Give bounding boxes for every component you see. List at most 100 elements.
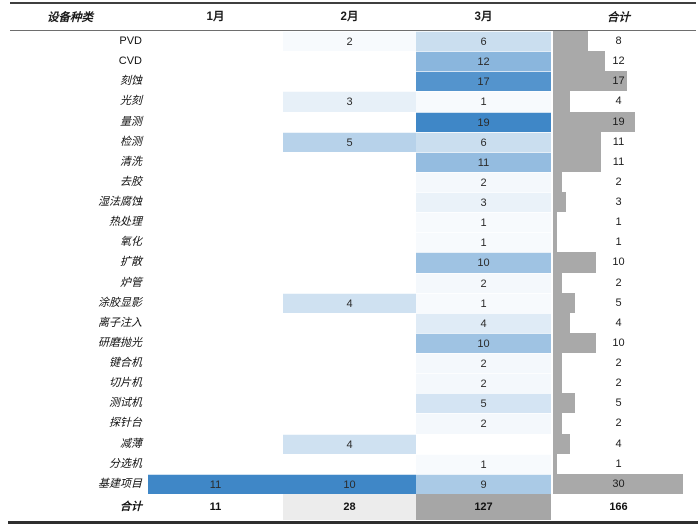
total-bar — [553, 131, 601, 152]
table-row: 涂胶显影 4 1 5 — [0, 292, 700, 313]
cell-total: 30 — [612, 477, 625, 490]
row-label: 清洗 — [120, 154, 142, 168]
cell-feb — [283, 373, 416, 393]
cell-total: 12 — [612, 55, 625, 68]
cell-feb: 4 — [283, 433, 416, 454]
row-label: 去胶 — [120, 174, 142, 188]
row-label: 检测 — [120, 134, 142, 148]
cell-jan — [148, 353, 283, 373]
total-bar — [553, 91, 571, 112]
cell-jan — [148, 232, 283, 252]
cell-jan — [148, 413, 283, 433]
cell-total: 1 — [615, 216, 622, 229]
total-bar — [553, 31, 588, 52]
cell-feb: 5 — [283, 131, 416, 152]
total-bar — [553, 111, 636, 132]
cell-total: 10 — [612, 256, 625, 269]
cell-mar: 11 — [416, 151, 551, 172]
table-row: 清洗 11 11 — [0, 151, 700, 172]
cell-mar: 1 — [416, 232, 551, 253]
header-jan: 1月 — [206, 11, 225, 23]
cell-feb — [283, 51, 416, 71]
table-row: 探针台 2 2 — [0, 413, 700, 434]
cell-jan — [148, 292, 283, 313]
table-row: 分选机 1 1 — [0, 453, 700, 474]
cell-jan — [148, 51, 283, 71]
total-bar — [553, 51, 605, 72]
cell-jan — [148, 171, 283, 192]
row-label: 刻蚀 — [120, 74, 142, 88]
total-bar — [553, 393, 575, 414]
table-row: 测试机 5 5 — [0, 393, 700, 414]
table-row: 扩散 10 10 — [0, 252, 700, 273]
table-row: 炉管 2 2 — [0, 272, 700, 293]
total-bar — [553, 413, 562, 434]
totals-row: 合计 11 28 127 166 — [0, 494, 700, 520]
cell-mar: 10 — [416, 332, 551, 353]
table-header: 设备种类 1月 2月 3月 合计 — [0, 5, 700, 30]
total-bar — [553, 252, 597, 273]
table-row: 湿法腐蚀 3 3 — [0, 192, 700, 213]
row-label: 探针台 — [109, 416, 142, 430]
header-mar: 3月 — [474, 11, 493, 23]
cell-feb — [283, 413, 416, 433]
header-category: 设备种类 — [47, 10, 93, 24]
table-row: 热处理 1 1 — [0, 212, 700, 233]
table-row: 减薄 4 4 — [0, 433, 700, 454]
total-bar — [553, 453, 558, 474]
cell-feb — [283, 192, 416, 212]
cell-total: 17 — [612, 75, 625, 88]
cell-feb — [283, 212, 416, 232]
cell-total: 11 — [612, 155, 625, 168]
cell-feb — [283, 252, 416, 272]
cell-feb — [283, 171, 416, 192]
cell-jan — [148, 91, 283, 111]
total-bar — [553, 473, 683, 494]
row-label: 键合机 — [109, 356, 142, 369]
total-bar — [553, 292, 575, 313]
cell-total: 19 — [612, 115, 625, 128]
cell-jan — [148, 192, 283, 212]
cell-jan — [148, 212, 283, 232]
table-row: CVD 12 12 — [0, 51, 700, 72]
cell-total: 3 — [615, 196, 622, 208]
cell-mar: 17 — [416, 71, 551, 92]
cell-mar: 2 — [416, 353, 551, 374]
cell-mar: 12 — [416, 51, 551, 72]
row-label: CVD — [118, 55, 142, 68]
cell-total: 2 — [615, 175, 622, 188]
cell-jan — [148, 252, 283, 272]
total-bar — [553, 232, 558, 253]
total-bar — [553, 332, 597, 353]
cell-jan — [148, 71, 283, 91]
cell-feb: 4 — [283, 292, 416, 313]
cell-mar: 4 — [416, 312, 551, 333]
cell-mar: 10 — [416, 252, 551, 273]
cell-mar: 2 — [416, 171, 551, 192]
table-row: 离子注入 4 4 — [0, 312, 700, 333]
total-bar — [553, 171, 562, 192]
table-row: 刻蚀 17 17 — [0, 71, 700, 92]
cell-mar: 1 — [416, 453, 551, 474]
row-label: 减薄 — [120, 436, 142, 450]
cell-feb — [283, 71, 416, 91]
total-bar — [553, 71, 627, 92]
totals-label: 合计 — [120, 500, 142, 513]
bottom-rule — [8, 521, 698, 524]
row-label: 炉管 — [120, 275, 142, 289]
cell-mar: 2 — [416, 272, 551, 293]
cell-total: 4 — [615, 437, 622, 450]
table-row: 基建项目 11 10 9 30 — [0, 473, 700, 494]
table-row: 研磨抛光 10 10 — [0, 332, 700, 353]
cell-jan — [148, 151, 283, 172]
cell-feb — [283, 332, 416, 353]
cell-total: 11 — [612, 135, 625, 148]
cell-jan — [148, 433, 283, 454]
total-bar — [553, 373, 562, 394]
total-bar — [553, 353, 562, 374]
cell-jan — [148, 272, 283, 293]
row-label: 量测 — [120, 114, 142, 128]
cell-total: 5 — [615, 296, 622, 309]
cell-mar: 1 — [416, 292, 551, 313]
table-body: PVD 2 6 8 CVD 12 12 刻蚀 17 17 光刻 3 1 4 — [0, 31, 700, 494]
